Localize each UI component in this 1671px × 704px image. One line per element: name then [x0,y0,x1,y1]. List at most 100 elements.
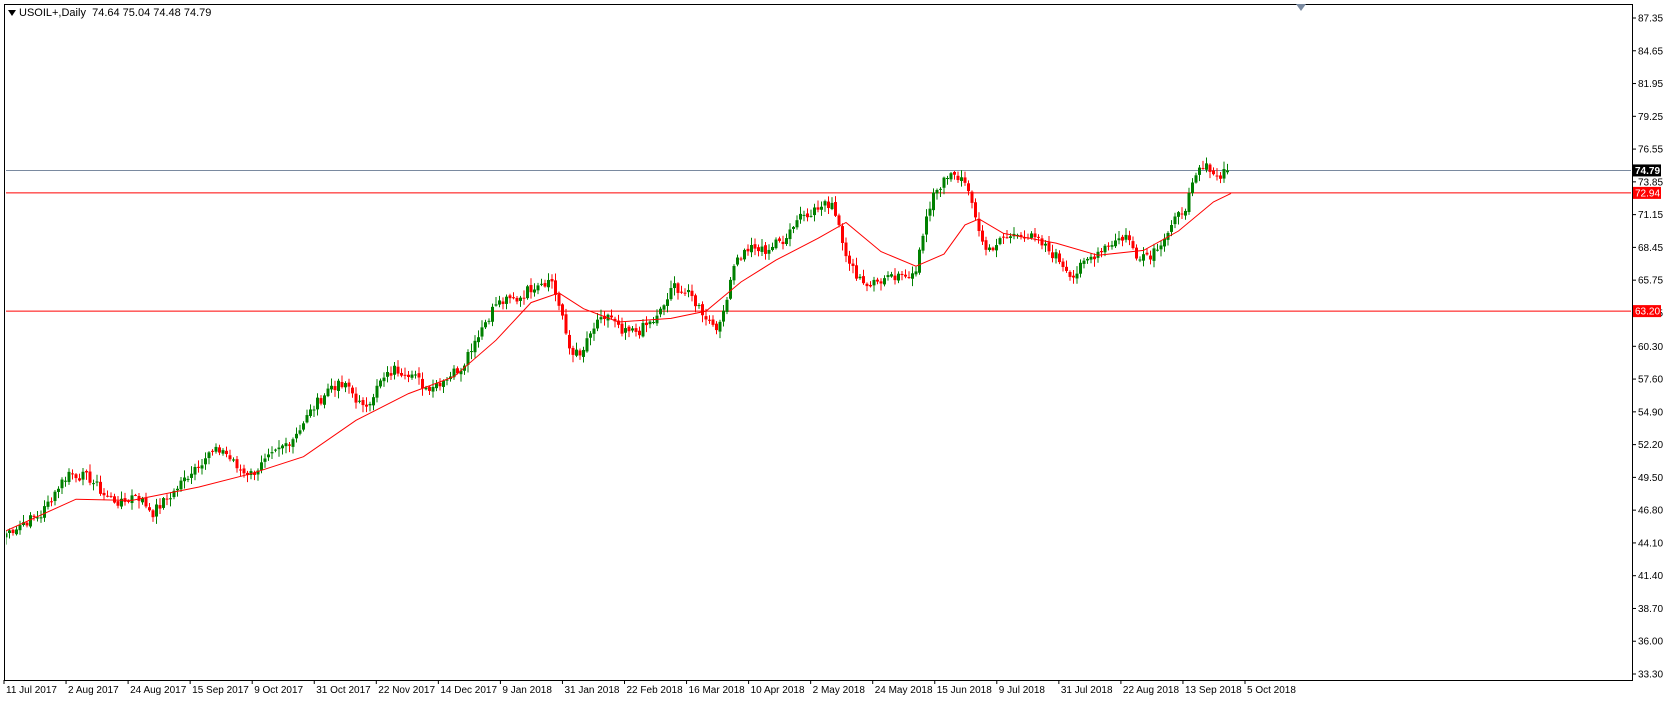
candle-body [1051,252,1054,259]
candle-body [207,452,211,459]
candle-body [1065,266,1068,271]
candle-body [141,497,144,503]
candle-body [246,472,249,476]
candle-body [799,213,802,220]
candle-body [1187,192,1191,213]
candle-body [505,296,508,304]
x-tick-label: 2 May 2018 [813,685,866,696]
support-price-label: 63.20 [1635,307,1660,318]
y-tick-label: 38.70 [1638,604,1663,615]
y-tick-label: 65.75 [1638,276,1663,287]
y-tick-label: 46.80 [1638,506,1663,517]
candle-body [645,322,648,326]
candle-body [995,245,998,251]
candle-body [722,310,725,322]
candle-body [869,284,872,287]
candle-body [347,382,351,387]
candle-body [158,505,162,509]
candle-body [1152,248,1156,261]
candle-body [890,274,893,277]
candle-body [298,430,302,434]
candle-body [480,327,484,337]
candle-body [428,386,431,391]
candle-body [239,469,242,471]
candle-body [1170,225,1173,232]
candle-body [274,449,277,451]
candle-body [312,409,316,411]
candle-body [253,472,256,475]
candle-body [326,388,330,397]
x-tick-label: 2 Aug 2017 [68,685,119,696]
candle-body [1135,247,1138,259]
candle-body [39,517,43,519]
candle-body [1030,233,1033,238]
plot-area[interactable] [4,4,1633,681]
candle-body [718,321,722,332]
candle-body [1205,163,1208,170]
candle-body [134,494,137,496]
x-tick-label: 22 Nov 2017 [378,685,435,696]
candle-body [778,238,781,241]
candle-body [813,207,816,216]
candle-body [176,488,179,491]
candle-body [974,202,977,218]
candle-body [1198,167,1201,175]
candle-body [571,347,575,355]
candle-body [851,263,855,267]
candle-body [120,498,123,507]
candle-body [963,177,967,183]
candle-body [22,522,25,526]
candle-body [204,458,207,465]
candle-body [144,497,148,507]
candle-body [172,490,176,498]
candle-body [634,328,638,332]
candle-body [746,248,750,252]
candle-body [127,500,130,502]
candle-body [701,304,704,316]
candle-body [904,274,907,277]
candle-body [1226,170,1229,173]
candle-body [358,400,361,402]
candle-body [575,349,578,356]
candle-body [886,275,890,278]
candle-body [953,171,956,175]
candle-body [162,498,165,508]
candle-body [855,265,858,279]
candle-body [403,374,407,376]
candle-body [25,522,29,526]
x-tick-label: 9 Jan 2018 [502,685,552,696]
candle-body [925,216,928,235]
candle-body [1156,249,1159,251]
candle-body [774,239,778,249]
candle-body [907,277,911,279]
y-tick-label: 76.55 [1638,145,1663,156]
candle-body [263,458,267,462]
candle-body [736,257,739,265]
candle-body [1212,170,1215,175]
candle-body [690,290,694,297]
candle-body [43,506,46,518]
candle-body [1180,213,1184,215]
dropdown-triangle-icon[interactable] [8,10,16,17]
candle-body [1086,258,1089,261]
y-tick-label: 52.20 [1638,440,1663,451]
candle-body [1040,238,1044,246]
candle-body [501,301,505,304]
price-label-box [1633,186,1661,199]
candle-body [589,333,592,338]
x-tick-label: 22 Aug 2018 [1123,685,1180,696]
candle-body [50,501,53,503]
candle-body [669,287,673,300]
candle-body [1068,271,1072,277]
candle-body [1149,255,1152,260]
candle-body [1138,259,1142,261]
candle-body [1019,234,1023,237]
candle-body [1023,237,1026,239]
chart-shift-marker-icon[interactable] [1296,4,1306,11]
candle-body [1100,250,1103,253]
candle-body [288,444,291,446]
candle-body [393,365,396,375]
candle-body [935,189,939,194]
candle-body [1079,262,1082,274]
